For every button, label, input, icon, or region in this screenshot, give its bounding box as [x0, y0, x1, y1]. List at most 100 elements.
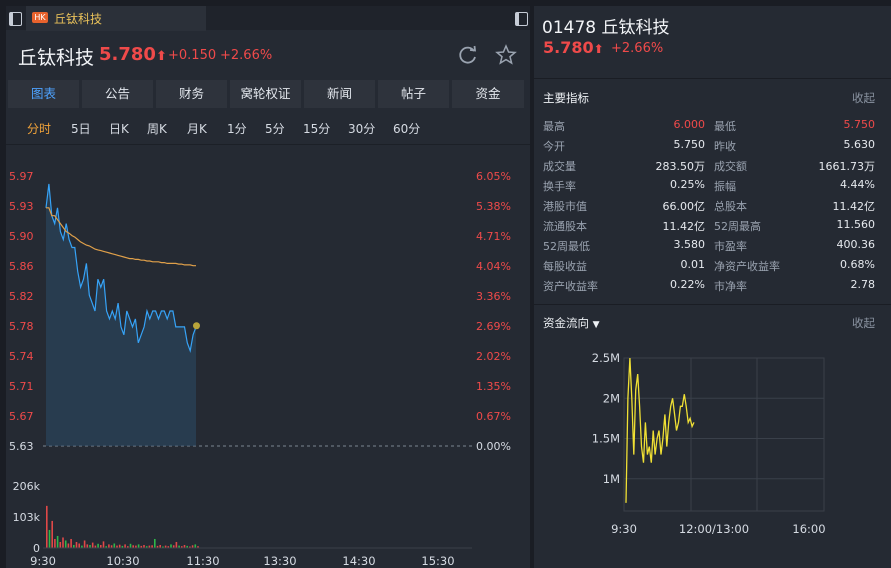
- volume-bar: [162, 546, 164, 548]
- quote-header: 丘钛科技 5.780⬆ +0.150 +2.66%: [6, 30, 530, 76]
- period-1min[interactable]: 1分: [227, 122, 247, 136]
- metric-label: 52周最高: [714, 220, 761, 233]
- period-30min[interactable]: 30分: [348, 122, 376, 136]
- volume-bar: [197, 546, 199, 548]
- metric-value: 0.01: [680, 258, 706, 271]
- metric-value: 283.50万: [655, 160, 706, 173]
- period-60min[interactable]: 60分: [393, 122, 421, 136]
- volume-bar: [186, 545, 188, 548]
- x-tick-label: 10:30: [106, 554, 139, 568]
- panel-toggle-icon[interactable]: [9, 12, 22, 26]
- y-tick-pct-label: 1.35%: [476, 380, 511, 393]
- y-tick-pct-label: 5.38%: [476, 200, 511, 213]
- volume-bar: [81, 545, 83, 548]
- metric-value: 400.36: [836, 238, 876, 251]
- metric-label: 资产收益率: [543, 280, 598, 293]
- capital-flow-collapse-button[interactable]: 收起: [852, 316, 875, 330]
- flow-x-tick-label: 12:00/13:00: [679, 522, 749, 536]
- window-tab-bar: HK 丘钛科技: [6, 6, 530, 31]
- metric-value: 11.560: [836, 218, 876, 231]
- metric-row: 最高 6.000 最低 5.750: [534, 118, 891, 138]
- volume-bar: [124, 544, 126, 548]
- flow-line: [625, 357, 695, 503]
- y-tick-label: 5.71: [9, 380, 34, 393]
- metric-label: 流通股本: [543, 220, 587, 233]
- metric-label: 港股市值: [543, 200, 587, 213]
- volume-bar: [89, 544, 91, 548]
- y-tick-pct-label: 2.69%: [476, 320, 511, 333]
- period-intraday[interactable]: 分时: [27, 122, 52, 136]
- star-icon[interactable]: [495, 44, 517, 66]
- divider: [6, 144, 530, 145]
- period-5day[interactable]: 5日: [71, 122, 91, 136]
- metric-row: 流通股本 11.42亿 52周最高 11.560: [534, 218, 891, 238]
- flow-x-tick-label: 16:00: [792, 522, 825, 536]
- y-tick-pct-label: 4.71%: [476, 230, 511, 243]
- volume-bar: [181, 546, 183, 548]
- tab-financials[interactable]: 财务: [156, 80, 227, 108]
- volume-bar: [194, 544, 197, 548]
- detail-price: 5.780⬆: [543, 38, 604, 57]
- metric-value: 0.22%: [670, 278, 705, 291]
- metric-row: 每股收益 0.01 净资产收益率 0.68%: [534, 258, 891, 278]
- tab-news[interactable]: 新闻: [304, 80, 375, 108]
- metric-value: 6.000: [673, 118, 706, 131]
- metric-label: 净资产收益率: [714, 260, 780, 273]
- volume-bar: [151, 545, 153, 548]
- metric-value: 2.78: [850, 278, 876, 291]
- y-tick-label: 5.82: [9, 290, 34, 303]
- period-15min[interactable]: 15分: [303, 122, 331, 136]
- current-price: 5.780⬆: [99, 44, 167, 65]
- tab-warrants[interactable]: 窝轮权证: [230, 80, 301, 108]
- period-daily[interactable]: 日K: [109, 122, 129, 136]
- sidebar-toggle-icon[interactable]: [515, 12, 528, 26]
- volume-bar: [75, 541, 78, 548]
- x-tick-label: 13:30: [263, 554, 296, 568]
- metric-value: 5.750: [843, 118, 876, 131]
- y-tick-label: 5.74: [9, 350, 34, 363]
- period-monthly[interactable]: 月K: [187, 122, 207, 136]
- metric-label: 总股本: [714, 200, 747, 213]
- period-5min[interactable]: 5分: [265, 122, 285, 136]
- volume-bar: [70, 538, 72, 548]
- volume-bar: [110, 545, 113, 548]
- metric-label: 最高: [543, 120, 565, 133]
- tab-announcements[interactable]: 公告: [82, 80, 153, 108]
- tab-posts[interactable]: 帖子: [378, 80, 449, 108]
- volume-bar: [191, 545, 194, 548]
- stock-tab[interactable]: HK 丘钛科技: [26, 6, 206, 31]
- period-weekly[interactable]: 周K: [147, 122, 167, 136]
- metric-value: 0.25%: [670, 178, 705, 191]
- volume-bar: [102, 541, 105, 548]
- volume-tick-label: 206k: [13, 480, 41, 493]
- intraday-chart[interactable]: 5.97 6.05% 5.93 5.38% 5.90 4.71% 5.86 4.04% 5.82…: [6, 146, 530, 568]
- metric-label: 昨收: [714, 140, 736, 153]
- y-tick-pct-label: 4.04%: [476, 260, 511, 273]
- stock-tab-title: 丘钛科技: [54, 12, 103, 26]
- capital-flow-chart: 2.5M 2M 1.5M 1M 9:30 12:00/13:00 16:00: [592, 351, 826, 536]
- volume-bar: [121, 545, 124, 548]
- indicators-collapse-button[interactable]: 收起: [852, 91, 875, 105]
- x-tick-label: 15:30: [421, 554, 454, 568]
- volume-bar: [91, 542, 94, 548]
- metric-label: 每股收益: [543, 260, 587, 273]
- volume-bar: [51, 520, 53, 548]
- y-tick-pct-label: 6.05%: [476, 170, 511, 183]
- y-tick-label: 5.90: [9, 230, 34, 243]
- price-change-pct: +2.66%: [220, 48, 273, 63]
- tab-chart[interactable]: 图表: [8, 80, 79, 108]
- volume-bar: [178, 545, 180, 548]
- tab-capital[interactable]: 资金: [452, 80, 524, 108]
- volume-bar: [56, 535, 59, 548]
- refresh-icon[interactable]: [457, 44, 479, 66]
- y-tick-pct-label: 0.00%: [476, 440, 511, 453]
- y-tick-pct-label: 3.36%: [476, 290, 511, 303]
- volume-bar: [59, 541, 62, 548]
- y-tick-label: 5.86: [9, 260, 34, 273]
- chevron-down-icon: ▼: [592, 320, 600, 330]
- metric-label: 市净率: [714, 280, 747, 293]
- metric-value: 3.580: [673, 238, 706, 251]
- capital-flow-title[interactable]: 资金流向 ▼: [543, 316, 600, 330]
- up-arrow-icon: ⬆: [593, 42, 604, 56]
- volume-bar: [83, 540, 86, 548]
